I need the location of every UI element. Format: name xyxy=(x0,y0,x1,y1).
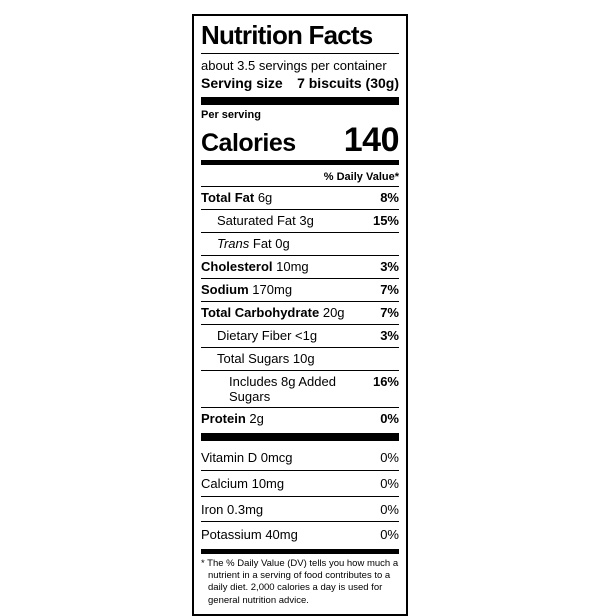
nutrient-name: Total Fat xyxy=(201,190,255,206)
calories-row: Calories 140 xyxy=(201,120,400,159)
nutrient-dv: 0% xyxy=(380,527,399,543)
nutrient-name: Saturated Fat xyxy=(217,213,296,228)
nutrient-amount: 10g xyxy=(292,350,315,366)
nutrient-text: Total Carbohydrate 20g xyxy=(201,304,349,321)
nutrient-amount: 6g xyxy=(257,190,273,206)
nutrient-text: Protein 2g xyxy=(201,411,268,427)
nutrient-name: Cholesterol xyxy=(201,258,273,274)
nutrient-dv: 0% xyxy=(380,450,399,466)
nutrient-row-trans-fat: Trans Fat 0g xyxy=(201,231,399,255)
serving-size-row: Serving size 7 biscuits (30g) xyxy=(201,74,399,93)
daily-value-header: % Daily Value* xyxy=(323,171,399,184)
serving-size-value: 7 biscuits (30g) xyxy=(297,75,399,92)
nutrient-row-sodium: Sodium 170mg 7% xyxy=(201,277,399,301)
nutrient-name: Iron xyxy=(201,501,224,517)
nutrient-amount: Fat 0g xyxy=(252,235,290,251)
nutrient-dv: 3% xyxy=(380,327,399,343)
nutrient-name: Vitamin D xyxy=(201,450,258,466)
micronutrient-row-potassium: Potassium 40mg 0% xyxy=(201,521,399,547)
nutrient-row-dietary-fiber: Dietary Fiber <1g 3% xyxy=(201,323,399,347)
divider-medium xyxy=(201,548,399,554)
nutrient-text: Cholesterol 10mg xyxy=(201,258,313,275)
nutrient-text: Dietary Fiber <1g xyxy=(201,327,321,344)
nutrient-amount: 0mcg xyxy=(260,450,293,466)
divider-thick xyxy=(201,97,399,106)
nutrient-name: Sodium xyxy=(201,281,249,297)
nutrient-amount: 170mg xyxy=(252,281,293,297)
nutrient-text: Includes 8g Added Sugars xyxy=(201,373,373,405)
nutrient-text: Vitamin D 0mcg xyxy=(201,450,293,466)
nutrition-facts-label: Nutrition Facts about 3.5 servings per c… xyxy=(192,14,408,616)
nutrient-amount: 0.3mg xyxy=(227,501,264,517)
nutrient-amount: 10mg xyxy=(251,475,285,491)
nutrient-amount: 20g xyxy=(322,304,345,320)
nutrient-name: Total Carbohydrate xyxy=(201,304,320,320)
nutrient-amount: 10mg xyxy=(276,258,309,274)
nutrient-dv: 0% xyxy=(380,475,399,491)
nutrient-row-cholesterol: Cholesterol 10mg 3% xyxy=(201,254,399,278)
calories-value: 140 xyxy=(343,120,400,159)
nutrient-amount: 2g xyxy=(249,411,264,427)
nutrient-text: Potassium 40mg xyxy=(201,527,298,543)
nutrient-name: Dietary Fiber xyxy=(217,327,292,343)
nutrient-dv: 15% xyxy=(372,213,399,228)
nutrient-text: Iron 0.3mg xyxy=(201,502,263,518)
nutrient-text: Calcium 10mg xyxy=(201,476,284,492)
nutrient-name: Includes 8g Added Sugars xyxy=(229,373,336,404)
nutrient-name: Total Sugars xyxy=(217,350,290,366)
divider-medium xyxy=(201,160,399,166)
nutrient-dv: 7% xyxy=(380,281,399,297)
nutrient-amount: 40mg xyxy=(265,527,298,543)
nutrient-dv: 3% xyxy=(380,258,399,274)
nutrient-dv: 8% xyxy=(380,190,399,206)
nutrient-text: Total Fat 6g xyxy=(201,190,276,206)
nutrient-name: Trans xyxy=(217,235,250,251)
nutrient-amount: 3g xyxy=(299,213,314,228)
nutrient-dv: 7% xyxy=(380,304,399,320)
micronutrient-row-vitamin-d: Vitamin D 0mcg 0% xyxy=(201,445,399,470)
nutrient-text: Sodium 170mg xyxy=(201,281,296,298)
label-title: Nutrition Facts xyxy=(201,20,373,50)
serving-size-label: Serving size xyxy=(201,75,283,92)
calories-label: Calories xyxy=(201,128,296,157)
divider-thin xyxy=(201,52,399,54)
micronutrient-row-calcium: Calcium 10mg 0% xyxy=(201,469,399,496)
nutrient-name: Calcium xyxy=(201,475,248,491)
nutrient-dv: 16% xyxy=(372,373,399,389)
nutrient-name: Protein xyxy=(201,411,246,427)
nutrient-row-saturated-fat: Saturated Fat 3g 15% xyxy=(201,209,399,232)
nutrient-dv: 0% xyxy=(380,411,399,427)
nutrient-row-added-sugars: Includes 8g Added Sugars 16% xyxy=(201,369,399,408)
nutrient-text: Trans Fat 0g xyxy=(201,235,294,252)
divider-thick xyxy=(201,433,399,442)
nutrient-dv: 0% xyxy=(380,501,399,517)
nutrient-row-total-carbohydrate: Total Carbohydrate 20g 7% xyxy=(201,300,399,324)
nutrient-text: Saturated Fat 3g xyxy=(201,213,318,229)
nutrient-row-total-fat: Total Fat 6g 8% xyxy=(201,186,399,209)
nutrient-row-total-sugars: Total Sugars 10g xyxy=(201,346,399,370)
micronutrient-row-iron: Iron 0.3mg 0% xyxy=(201,495,399,522)
nutrient-text: Total Sugars 10g xyxy=(201,350,319,367)
nutrient-name: Potassium xyxy=(201,527,262,543)
servings-per-container: about 3.5 servings per container xyxy=(201,57,387,73)
nutrient-row-protein: Protein 2g 0% xyxy=(201,407,399,430)
nutrient-amount: <1g xyxy=(295,327,318,343)
per-serving-label: Per serving xyxy=(201,109,261,122)
